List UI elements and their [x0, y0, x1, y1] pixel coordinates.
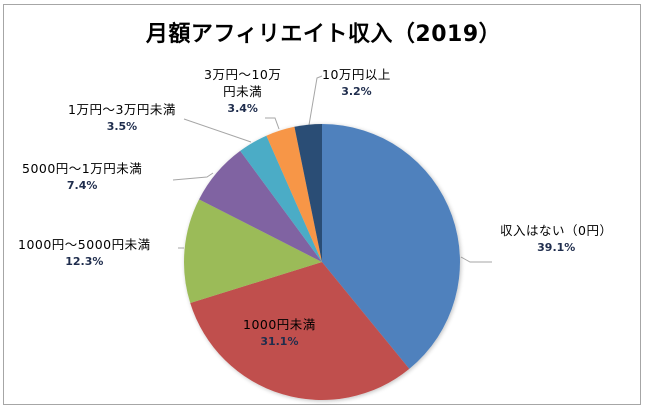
- data-label: 1万円～3万円未満 3.5%: [68, 101, 176, 135]
- data-label: 1000円～5000円未満 12.3%: [18, 236, 151, 270]
- data-label: 1000円未満 31.1%: [243, 316, 316, 350]
- data-label: 10万円以上 3.2%: [322, 66, 391, 100]
- percent-label: 3.4%: [227, 102, 258, 115]
- pie-slice[interactable]: [322, 124, 460, 369]
- category-label: 収入はない（0円）: [500, 223, 613, 238]
- category-label: 1万円～3万円未満: [68, 102, 176, 117]
- leader-lines: [172, 75, 492, 263]
- pie-slices: [184, 124, 460, 400]
- category-label: 1000円未満: [243, 317, 316, 332]
- percent-label: 31.1%: [260, 335, 299, 348]
- pie-slice[interactable]: [190, 262, 410, 400]
- percent-label: 3.2%: [341, 85, 372, 98]
- leader-line: [265, 117, 280, 130]
- data-label: 5000円～1万円未満 7.4%: [22, 160, 142, 194]
- pie-slice[interactable]: [184, 199, 322, 303]
- pie-slice[interactable]: [294, 124, 322, 262]
- leader-line: [460, 256, 492, 263]
- pie-slice[interactable]: [240, 135, 322, 262]
- data-label: 3万円～10万 円未満 3.4%: [204, 66, 281, 117]
- percent-label: 7.4%: [66, 179, 98, 192]
- data-label: 収入はない（0円） 39.1%: [500, 222, 612, 256]
- percent-label: 12.3%: [65, 255, 104, 268]
- chart-title: 月額アフィリエイト収入（2019）: [145, 22, 502, 47]
- pie-slice[interactable]: [266, 126, 322, 262]
- category-label: 1000円～5000円未満: [18, 237, 151, 252]
- category-label: 5000円～1万円未満: [22, 161, 143, 176]
- leader-line: [308, 75, 323, 126]
- category-label: 3万円～10万 円未満: [204, 67, 282, 99]
- leader-line: [183, 118, 252, 143]
- percent-label: 3.5%: [106, 120, 138, 133]
- leader-line: [172, 172, 214, 181]
- category-label: 10万円以上: [322, 67, 391, 82]
- pie-slice[interactable]: [199, 150, 322, 262]
- percent-label: 39.1%: [537, 241, 576, 254]
